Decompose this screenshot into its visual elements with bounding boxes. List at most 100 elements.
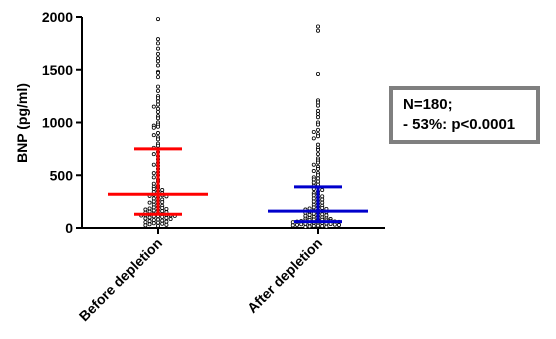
data-point [155,56,160,61]
data-point [151,152,156,157]
data-point [311,205,316,210]
data-point [320,188,325,193]
data-point [151,208,156,213]
data-point [315,166,320,171]
data-point [315,142,320,147]
data-point [290,223,295,228]
data-point [315,223,320,228]
data-point [155,75,160,80]
y-axis: 0 500 1000 1500 2000 [42,9,83,236]
data-point [155,220,160,225]
data-point [155,124,160,129]
data-point [315,173,320,178]
y-tick-label: 0 [65,220,73,236]
data-point [151,181,156,186]
data-point [315,112,320,117]
y-tick-label: 1000 [42,115,73,131]
data-point [155,109,160,114]
data-point [315,176,320,181]
data-point [160,214,165,219]
data-point [151,162,156,167]
data-point [147,222,152,227]
data-point [315,28,320,33]
data-point [324,224,329,229]
data-point [164,215,169,220]
data-point [315,122,320,127]
data-point [151,133,156,138]
data-point [155,96,160,101]
data-point [155,137,160,142]
data-point [315,179,320,184]
annotation-box: N=180; - 53%: p<0.0001 [389,86,540,144]
data-point [155,217,160,222]
annotation-change: - 53%: p<0.0001 [403,116,516,133]
data-point [324,213,329,218]
data-point [311,193,316,198]
data-point [299,222,304,227]
data-point [311,169,316,174]
data-point [315,147,320,152]
data-point [147,200,152,205]
data-point [164,219,169,224]
data-point [155,70,160,75]
data-point [164,207,169,212]
data-point [315,115,320,120]
data-point [151,175,156,180]
data-point [315,24,320,29]
data-point [303,224,308,229]
data-point [155,223,160,228]
data-point [320,212,325,217]
category-label: After depletion [244,235,325,316]
annotation-n: N=180; [403,96,453,113]
data-point [320,224,325,229]
data-point [143,216,148,221]
category-label: Before depletion [76,235,165,324]
data-point [160,221,165,226]
data-point [320,194,325,199]
data-point [151,218,156,223]
data-point [307,212,312,217]
y-tick-label: 500 [50,167,74,183]
median-iqr-bars [108,147,368,224]
data-point [155,41,160,46]
data-point [151,221,156,226]
data-point [155,17,160,22]
data-point [294,222,299,227]
data-point [311,199,316,204]
data-point [160,200,165,205]
data-point [290,220,295,225]
y-axis-title: BNP (pg/ml) [14,83,30,163]
data-point [155,51,160,56]
data-point [155,84,160,89]
data-point [143,220,148,225]
data-point [151,205,156,210]
data-point [151,186,156,191]
data-point [160,218,165,223]
data-point [155,59,160,64]
data-point [311,180,316,185]
data-point [151,125,156,130]
data-point [311,196,316,201]
data-point [151,171,156,176]
data-point [155,88,160,93]
data-point [155,99,160,104]
data-point [315,152,320,157]
data-point [311,162,316,167]
data-point [143,223,148,228]
data-point [320,200,325,205]
data-point [151,196,156,201]
data-points [139,17,341,229]
data-point [164,222,169,227]
data-point [336,223,341,228]
data-point [315,103,320,108]
data-point [311,223,316,228]
data-point [311,177,316,182]
data-point [168,217,173,222]
y-tick-label: 1500 [42,62,73,78]
data-point [311,211,316,216]
data-point [315,134,320,139]
data-point [315,127,320,132]
data-point [315,100,320,105]
data-point [155,131,160,136]
data-point [160,209,165,214]
